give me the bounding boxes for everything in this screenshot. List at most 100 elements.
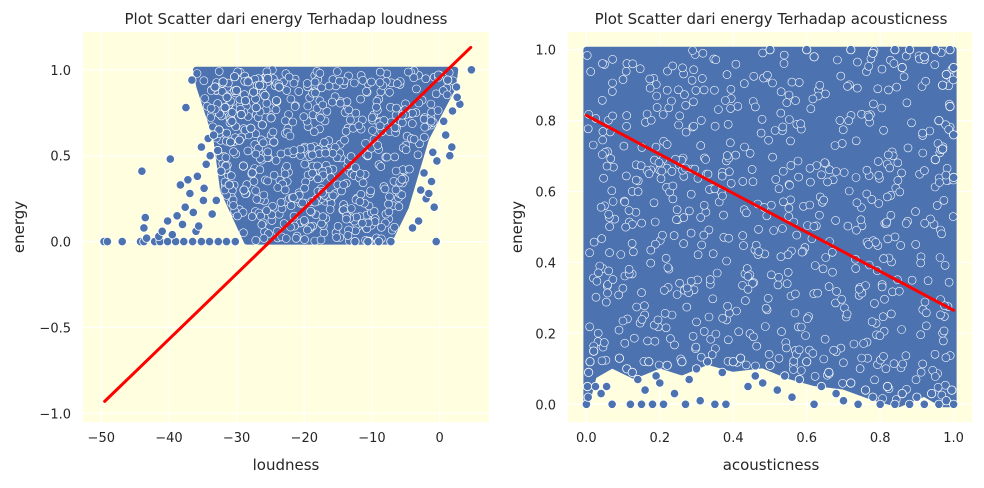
right-scatter-point [941,396,951,406]
left-dense-point [319,138,329,147]
left-dense-point [227,171,236,180]
left-dense-point [340,135,349,145]
right-dense-point [874,199,884,208]
left-dense-point [300,183,309,193]
left-dense-point [426,116,436,126]
left-dense-point [391,185,401,195]
left-dense-point [318,100,328,110]
right-dense-point [711,55,721,65]
right-scatter-chart: 0.0 0.2 0.4 0.6 0.8 1.0 0.0 0.2 0.4 0.6 0.8 1.0 Pl… [508,10,972,474]
left-scatter-point [263,73,273,84]
left-dense-point [199,76,209,85]
right-dense-point [718,313,728,323]
right-scatter-point [640,385,650,395]
left-scatter-point [183,175,193,185]
left-points [99,65,476,247]
right-dense-point [675,278,684,288]
right-dense-point [687,76,697,85]
right-dense-point [930,60,940,69]
left-dense-point [351,108,361,118]
right-dense-point [754,225,763,234]
right-dense-point [838,125,848,134]
left-dense-point [407,119,417,128]
left-scatter-point [246,123,256,133]
right-dense-point [774,184,784,193]
right-dense-point [723,335,733,345]
right-dense-point [786,136,795,146]
left-scatter-point [196,142,206,152]
right-dense-point [739,79,749,88]
right-dense-point [710,121,720,131]
left-dense-point [300,159,310,169]
left-scatter-point [137,166,147,176]
right-dense-point [688,331,698,341]
right-dense-point [782,279,792,289]
right-dense-point [674,120,683,130]
right-dense-point [883,150,893,160]
right-dense-point [882,217,892,227]
left-dense-point [309,127,319,136]
right-dense-point [717,171,727,181]
right-scatter-point [937,80,948,90]
right-dense-point [864,112,874,122]
left-scatter-point [271,96,282,106]
right-dense-point [837,139,847,148]
right-regression [584,113,956,312]
right-x-ticks: 0.0 0.2 0.4 0.6 0.8 1.0 [576,431,964,446]
left-dense-point [302,79,312,88]
right-dense-point [731,59,741,69]
right-x-tick-label: 0.2 [649,431,670,446]
right-dense-point [637,288,646,297]
left-dense-point [325,205,335,214]
left-dense-point [363,150,373,160]
left-dense-point [401,145,411,154]
right-dense-point [646,115,656,125]
right-dense-point [656,174,666,183]
right-dense-point [622,111,632,120]
right-dense-point [856,215,866,224]
right-dense-point [681,127,691,137]
left-dense-point [345,115,355,125]
right-dense-point [852,198,862,207]
right-dense-point [672,215,681,224]
right-dense-point [635,64,645,73]
right-dense-point [920,219,930,228]
right-dense-point [867,195,877,204]
right-dense-point [881,364,891,374]
right-dense-point [878,312,888,322]
left-dense-point [341,127,351,136]
right-dense-point [748,278,757,288]
right-dense-point [862,189,872,199]
right-points [581,45,959,409]
left-scatter-point [199,183,209,193]
right-dense-point [784,90,794,100]
right-scatter-point [860,385,871,395]
right-dense-point [789,365,798,374]
left-scatter-point [179,237,189,247]
left-scatter-point [221,237,232,247]
right-dense-point [699,230,709,240]
right-dense-point [662,140,672,149]
right-scatter-point [590,381,601,392]
right-scatter-point [677,357,687,367]
right-scatter-point [948,130,959,140]
right-dense-point [870,299,879,308]
right-dense-point [591,292,601,302]
right-dense-point [597,234,607,243]
right-dense-point [782,343,791,353]
right-scatter-point [625,399,636,409]
right-dense-point [723,301,732,311]
left-dense-point [327,97,337,107]
left-scatter-point [419,168,429,178]
left-x-tick-label: 0 [435,431,443,446]
left-dense-point [346,152,356,161]
right-dense-point [879,126,888,135]
right-dense-point [849,339,859,349]
left-dense-point [259,234,269,243]
left-dense-point [221,153,231,162]
right-scatter-point [765,360,775,370]
left-dense-point [391,166,401,176]
right-dense-point [738,177,748,186]
left-scatter-point [429,202,439,212]
left-dense-point [263,147,273,157]
